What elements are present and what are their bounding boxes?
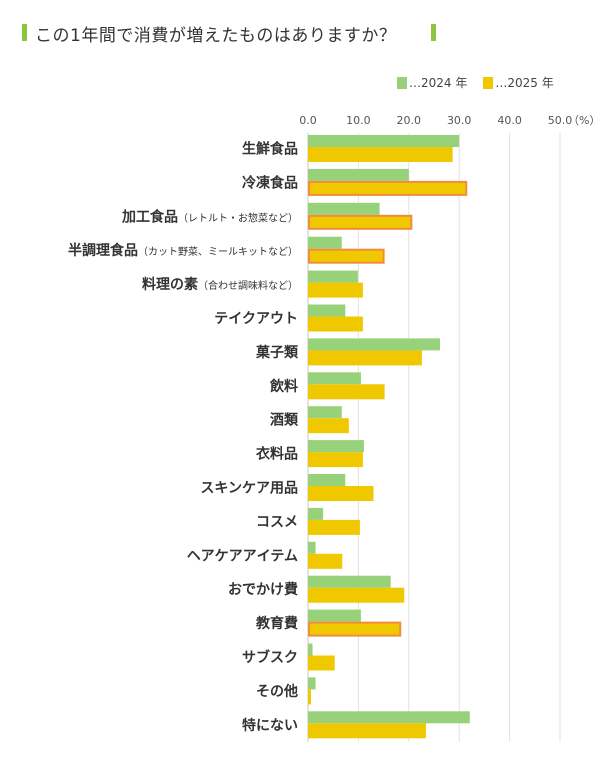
category-label: 冷凍食品 bbox=[242, 174, 298, 191]
bar-2024 bbox=[308, 643, 313, 656]
unit-label: （%） bbox=[568, 114, 600, 127]
bar-2025 bbox=[308, 587, 405, 603]
bar-2025 bbox=[308, 723, 426, 739]
bar-2025 bbox=[308, 384, 385, 400]
legend-swatch-2024 bbox=[397, 76, 407, 89]
bar-2024 bbox=[308, 575, 391, 588]
category-label: 生鮮食品 bbox=[242, 141, 298, 158]
category-label: 菓子類 bbox=[255, 344, 299, 361]
bar-2025 bbox=[308, 418, 349, 434]
bar-2024 bbox=[308, 474, 346, 486]
bar-2024 bbox=[308, 270, 358, 283]
category-label: テイクアウト bbox=[214, 311, 298, 327]
bar-2024 bbox=[308, 372, 361, 385]
x-tick-label: 10.0 bbox=[346, 114, 371, 127]
bar-2025 bbox=[308, 486, 374, 501]
category-label: 衣料品 bbox=[256, 446, 298, 463]
bar-2025 bbox=[308, 553, 343, 569]
category-label: 教育費 bbox=[256, 615, 298, 632]
bar-2025 bbox=[308, 214, 413, 230]
category-label: サブスク bbox=[242, 649, 298, 666]
legend-label-2024: …2024 年 bbox=[409, 76, 468, 90]
bar-2024 bbox=[308, 236, 342, 249]
title-accent-left bbox=[22, 24, 27, 41]
bar-2025 bbox=[308, 621, 402, 637]
category-label: 加工食品（レトルト・お惣菜など） bbox=[121, 208, 298, 225]
legend-item-2024: …2024 年 bbox=[397, 74, 467, 91]
bar-2025 bbox=[308, 689, 312, 705]
bar-2024 bbox=[308, 304, 346, 317]
title-accent-right bbox=[431, 24, 436, 41]
x-tick-label: 0.0 bbox=[299, 114, 317, 127]
legend-item-2025: …2025 年 bbox=[483, 74, 554, 91]
bar-2024 bbox=[308, 609, 361, 622]
bar-2025 bbox=[308, 147, 453, 162]
category-label: スキンケア用品 bbox=[200, 481, 298, 497]
category-label: コスメ bbox=[256, 514, 298, 530]
bar-2024 bbox=[308, 711, 470, 724]
category-label: ヘアケアアイテム bbox=[187, 548, 298, 564]
bar-2024 bbox=[308, 135, 460, 147]
category-label: おでかけ費 bbox=[228, 581, 298, 598]
bar-2024 bbox=[308, 406, 342, 419]
x-tick-label: 40.0 bbox=[497, 114, 522, 127]
category-label: 料理の素（合わせ調味料など） bbox=[142, 276, 298, 293]
category-label: 酒類 bbox=[270, 413, 299, 429]
category-label: 特にない bbox=[242, 717, 298, 734]
category-label: 半調理食品（カット野菜、ミールキットなど） bbox=[68, 242, 298, 259]
bar-2025 bbox=[308, 180, 468, 196]
x-tick-label: 20.0 bbox=[397, 114, 422, 127]
bar-2025 bbox=[308, 350, 422, 366]
bar-2024 bbox=[308, 168, 409, 181]
bar-2025 bbox=[308, 248, 385, 264]
page-title: この1年間で消費が増えたものはありますか？ bbox=[35, 26, 397, 46]
legend: …2024 年 …2025 年 bbox=[397, 74, 554, 91]
category-label: その他 bbox=[256, 683, 298, 700]
x-tick-label: 30.0 bbox=[447, 114, 472, 127]
bar-2025 bbox=[308, 519, 360, 535]
bar-2024 bbox=[308, 507, 324, 520]
legend-label-2025: …2025 年 bbox=[495, 76, 554, 90]
bar-2025 bbox=[308, 452, 363, 468]
legend-swatch-2025 bbox=[483, 76, 494, 89]
bar-2024 bbox=[308, 202, 380, 215]
category-label: 飲料 bbox=[269, 378, 298, 395]
bar-2024 bbox=[308, 440, 364, 453]
bar-2024 bbox=[308, 677, 316, 690]
bar-2024 bbox=[308, 541, 316, 554]
bar-2025 bbox=[308, 282, 363, 298]
bar-2025 bbox=[308, 316, 363, 332]
x-tick-label: 50.0 bbox=[548, 114, 573, 127]
bar-2024 bbox=[308, 338, 441, 351]
bar-2025 bbox=[308, 655, 335, 671]
